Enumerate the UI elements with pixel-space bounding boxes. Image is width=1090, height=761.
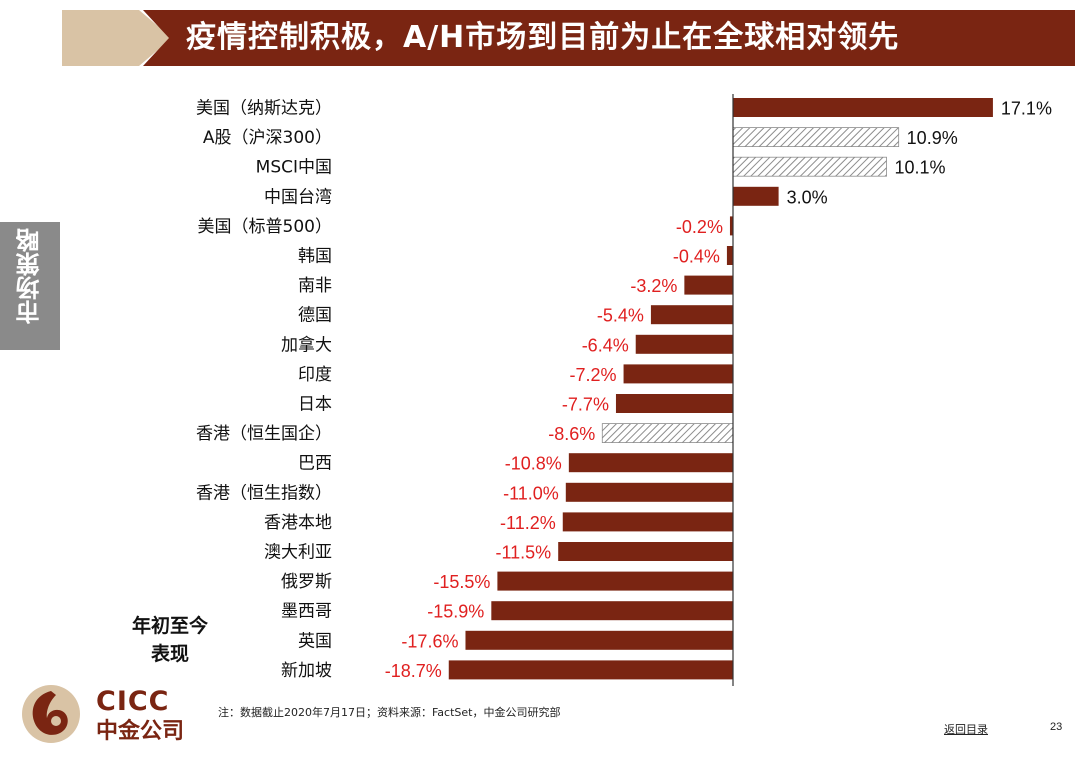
- y-tick-label: 德国: [298, 306, 332, 326]
- bar: [562, 512, 733, 532]
- data-label: -15.9%: [427, 602, 484, 622]
- title-banner: [143, 10, 1075, 66]
- y-tick-label: 日本: [298, 395, 332, 415]
- bar: [558, 542, 733, 561]
- y-tick-label: 香港（恒生国企）: [196, 424, 332, 444]
- data-label: 3.0%: [787, 187, 828, 207]
- bar: [733, 186, 779, 206]
- y-tick-label: A股（沪深300）: [203, 128, 332, 148]
- data-label: -8.6%: [548, 424, 595, 444]
- bar: [565, 482, 733, 502]
- bar: [497, 571, 733, 591]
- bar: [601, 423, 734, 444]
- data-label: -0.4%: [673, 247, 720, 267]
- cicc-logo-icon: [22, 685, 80, 743]
- data-label: 10.9%: [907, 128, 958, 148]
- data-label: -0.2%: [676, 217, 723, 237]
- data-label: 17.1%: [1001, 99, 1052, 119]
- y-tick-label: 巴西: [298, 454, 332, 474]
- y-tick-label: 墨西哥: [281, 602, 332, 622]
- data-label: -15.5%: [433, 572, 490, 592]
- bar: [732, 156, 887, 177]
- y-tick-label: 香港（恒生指数）: [196, 483, 332, 503]
- page-title: 疫情控制积极，A/H市场到目前为止在全球相对领先: [186, 20, 900, 55]
- data-label: -5.4%: [597, 306, 644, 326]
- caption-line-1: 年初至今: [131, 615, 208, 637]
- source-note: 注：数据截止2020年7月17日；资料来源：FactSet，中金公司研究部: [218, 706, 561, 719]
- data-label: -17.6%: [401, 631, 458, 651]
- data-label: -3.2%: [630, 276, 677, 296]
- back-to-contents-link[interactable]: 返回目录: [944, 723, 988, 736]
- y-tick-label: MSCI中国: [256, 158, 332, 178]
- data-label: -6.4%: [582, 335, 629, 355]
- y-tick-label: 澳大利亚: [264, 543, 332, 563]
- data-label: -18.7%: [385, 661, 442, 681]
- data-label: -10.8%: [505, 454, 562, 474]
- page-number: 23: [1050, 721, 1063, 733]
- bar: [650, 305, 733, 325]
- logo-wordmark-en: CICC: [96, 686, 170, 717]
- y-tick-label: 加拿大: [281, 334, 332, 355]
- bar: [635, 334, 733, 354]
- y-tick-label: 印度: [298, 365, 332, 385]
- y-tick-label: 韩国: [298, 247, 332, 267]
- bar: [448, 660, 733, 680]
- data-label: 10.1%: [895, 158, 946, 178]
- caption-line-2: 表现: [150, 643, 189, 665]
- bar: [568, 453, 733, 473]
- bar: [465, 630, 733, 650]
- bar: [491, 601, 733, 621]
- bar: [615, 394, 733, 413]
- data-label: -11.0%: [503, 483, 559, 503]
- bar: [733, 98, 993, 117]
- bar: [726, 246, 733, 265]
- y-tick-label: 新加坡: [281, 661, 332, 681]
- y-tick-label: 香港本地: [264, 513, 332, 533]
- data-label: -7.7%: [562, 395, 609, 415]
- logo-wordmark-cn: 中金公司: [96, 719, 185, 744]
- y-tick-label: 英国: [298, 631, 332, 651]
- y-tick-label: 俄罗斯: [281, 572, 332, 592]
- period-caption: 年初至今 表现: [122, 612, 218, 668]
- data-label: -7.2%: [570, 365, 617, 385]
- y-tick-label: 美国（标普500）: [198, 217, 332, 237]
- side-section-tab[interactable]: [0, 222, 60, 350]
- data-label: -11.2%: [500, 513, 556, 533]
- y-tick-label: 南非: [298, 276, 332, 296]
- bar: [729, 216, 733, 236]
- data-label: -11.5%: [495, 543, 551, 563]
- y-tick-label: 美国（纳斯达克）: [196, 99, 332, 119]
- bar: [684, 275, 733, 295]
- bar: [732, 127, 900, 147]
- y-tick-label: 中国台湾: [264, 187, 332, 207]
- bar: [623, 364, 733, 384]
